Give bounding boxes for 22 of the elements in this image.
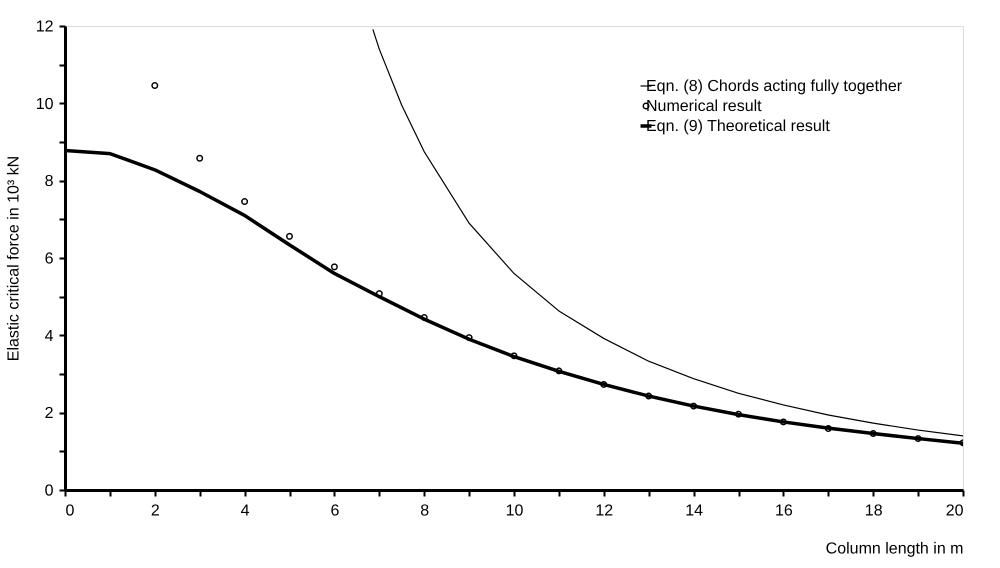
x-tick-label: 0 <box>66 502 74 520</box>
x-tick-label: 8 <box>420 502 430 520</box>
x-tick-label: 20 <box>946 502 964 520</box>
x-axis-title: Column length in m <box>826 540 964 558</box>
x-tick-label: 2 <box>150 502 160 520</box>
y-axis-title: Elastic critical force in 10³ kN <box>6 156 23 362</box>
y-tick-label: 6 <box>44 250 54 268</box>
x-tick-label: 10 <box>506 502 524 520</box>
x-tick-label: 18 <box>864 502 883 520</box>
y-tick-label: 12 <box>36 18 54 36</box>
y-tick-label: 4 <box>44 328 54 345</box>
legend-label: Numerical result <box>646 98 762 115</box>
y-tick-label: 10 <box>36 96 54 113</box>
x-tick-label: 16 <box>775 502 793 520</box>
y-tick-label: 2 <box>44 405 54 422</box>
x-tick-label: 4 <box>240 502 250 520</box>
x-tick-label: 12 <box>595 502 614 520</box>
x-tick-label: 14 <box>685 502 704 520</box>
legend-label: Eqn. (8) Chords acting fully together <box>646 78 903 95</box>
y-tick-label: 8 <box>44 173 54 190</box>
x-tick-label: 6 <box>330 502 340 520</box>
y-tick-label: 0 <box>44 482 54 500</box>
